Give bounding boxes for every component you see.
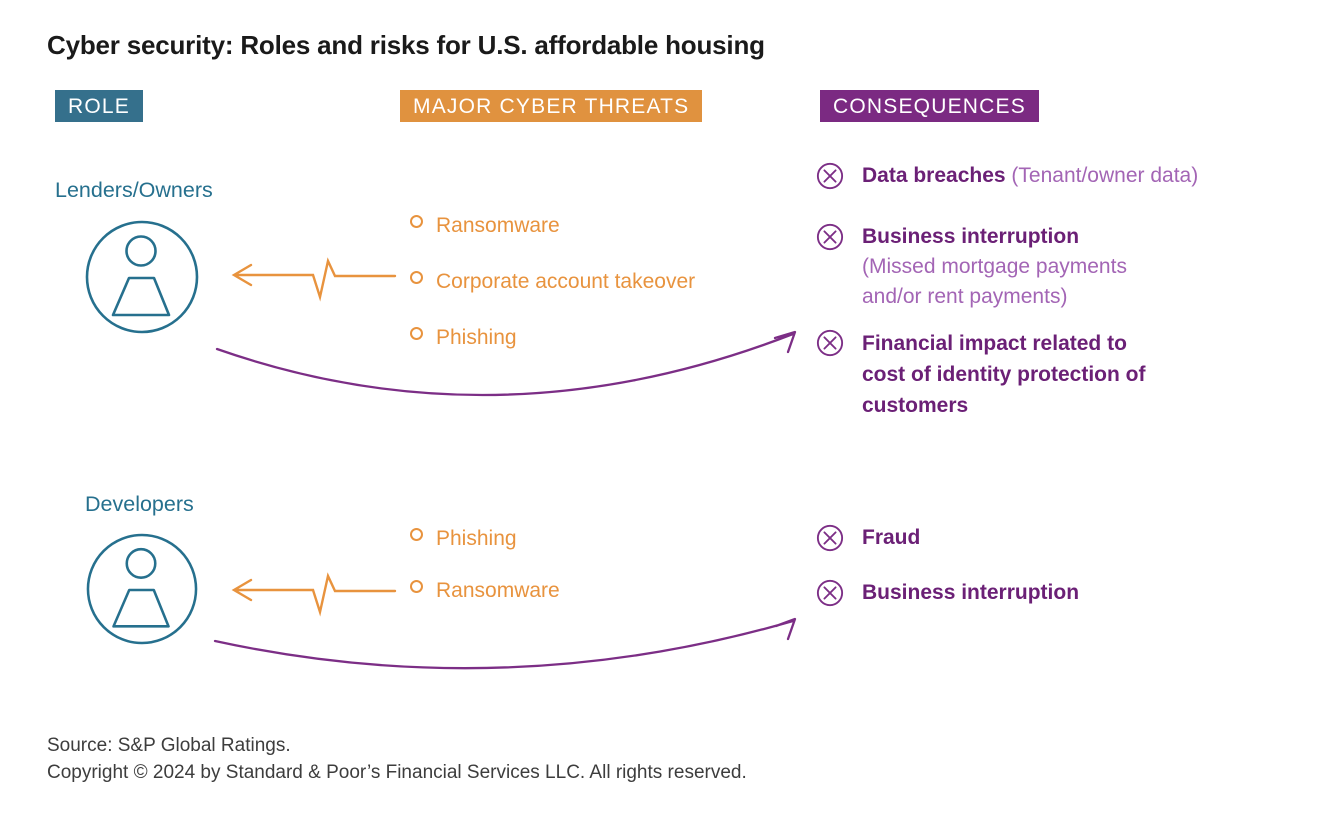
circle-x-icon <box>816 329 844 357</box>
threat-label: Ransomware <box>436 579 560 602</box>
column-header-threats: MAJOR CYBER THREATS <box>400 90 703 122</box>
consequence-text: Financial impact related to cost of iden… <box>862 328 1174 421</box>
consequence-main: Business interruption <box>862 225 1080 248</box>
circle-x-icon <box>816 579 844 607</box>
consequence-main: Business interruption <box>862 581 1080 604</box>
threat-label: Phishing <box>436 527 517 550</box>
consequence-item: Data breaches (Tenant/owner data) <box>816 161 1198 191</box>
page-title: Cyber security: Roles and risks for U.S.… <box>47 30 765 60</box>
consequence-note: (Tenant/owner data) <box>1011 164 1199 187</box>
copyright-note: Copyright © 2024 by Standard & Poor’s Fi… <box>47 762 747 783</box>
threat-item: Phishing <box>410 326 517 350</box>
threat-label: Corporate account takeover <box>436 270 696 293</box>
consequence-item: Fraud <box>816 523 920 553</box>
consequence-note: (Missed mortgage payments and/or rent pa… <box>862 255 1127 308</box>
column-header-role: ROLE <box>55 90 143 122</box>
consequence-item: Business interruption <box>816 578 1079 608</box>
person-icon <box>86 533 198 645</box>
threat-item: Ransomware <box>410 579 560 603</box>
consequence-item: Financial impact related to cost of iden… <box>816 328 1174 421</box>
circle-outline-bullet-icon <box>410 326 423 340</box>
circle-x-icon <box>816 223 844 251</box>
threat-item: Phishing <box>410 527 517 551</box>
consequence-text: Business interruption (Missed mortgage pa… <box>862 222 1162 312</box>
consequence-main: Data breaches <box>862 164 1006 187</box>
threat-label: Ransomware <box>436 214 560 237</box>
threat-label: Phishing <box>436 326 517 349</box>
circle-x-icon <box>816 162 844 190</box>
threat-item: Ransomware <box>410 214 560 238</box>
consequence-text: Business interruption <box>862 578 1079 608</box>
consequence-item: Business interruption (Missed mortgage pa… <box>816 222 1162 312</box>
column-header-consequences: CONSEQUENCES <box>820 90 1039 122</box>
consequence-text: Fraud <box>862 523 920 553</box>
circle-outline-bullet-icon <box>410 270 423 284</box>
source-note: Source: S&P Global Ratings. <box>47 735 291 756</box>
person-icon <box>85 220 199 334</box>
circle-outline-bullet-icon <box>410 579 423 593</box>
consequence-text: Data breaches (Tenant/owner data) <box>862 161 1198 191</box>
pulse-arrow-row2 <box>231 572 397 617</box>
role-label-developers: Developers <box>85 492 194 516</box>
threat-item: Corporate account takeover <box>410 270 695 294</box>
consequence-main: Financial impact related to cost of iden… <box>862 332 1146 417</box>
circle-outline-bullet-icon <box>410 527 423 541</box>
consequence-main: Fraud <box>862 526 921 549</box>
curved-arrow-row2 <box>213 617 797 670</box>
pulse-arrow-row1 <box>231 257 397 302</box>
circle-x-icon <box>816 524 844 552</box>
role-label-lenders-owners: Lenders/Owners <box>55 178 213 202</box>
circle-outline-bullet-icon <box>410 214 423 228</box>
